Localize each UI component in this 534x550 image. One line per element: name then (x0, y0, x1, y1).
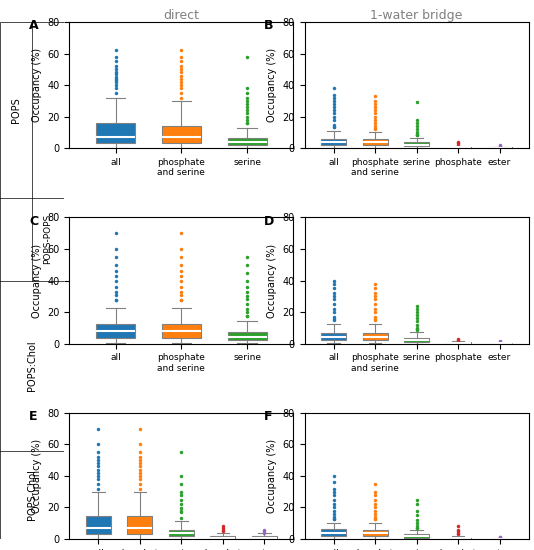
PathPatch shape (321, 139, 346, 145)
PathPatch shape (446, 147, 470, 148)
Text: POPS-Chol: POPS-Chol (27, 470, 37, 520)
Text: C: C (29, 215, 38, 228)
Text: POPS:Chol: POPS:Chol (27, 340, 37, 391)
PathPatch shape (162, 126, 201, 142)
PathPatch shape (363, 333, 388, 340)
Text: B: B (264, 19, 274, 32)
PathPatch shape (404, 142, 429, 146)
PathPatch shape (363, 139, 388, 145)
PathPatch shape (86, 516, 111, 534)
Title: direct: direct (163, 9, 199, 22)
Text: D: D (264, 215, 274, 228)
Text: POPS: POPS (11, 97, 21, 123)
Text: E: E (29, 410, 37, 424)
PathPatch shape (96, 123, 135, 142)
Text: F: F (264, 410, 273, 424)
PathPatch shape (227, 332, 267, 340)
PathPatch shape (404, 338, 429, 342)
Y-axis label: Occupancy (%): Occupancy (%) (32, 244, 42, 317)
PathPatch shape (363, 530, 388, 536)
PathPatch shape (169, 530, 194, 536)
Y-axis label: Occupancy (%): Occupancy (%) (32, 439, 42, 513)
PathPatch shape (162, 323, 201, 338)
Y-axis label: Occupancy (%): Occupancy (%) (267, 244, 277, 317)
PathPatch shape (227, 139, 267, 145)
PathPatch shape (210, 536, 235, 538)
PathPatch shape (446, 537, 470, 539)
Text: POPS-POPS: POPS-POPS (44, 214, 52, 264)
Y-axis label: Occupancy (%): Occupancy (%) (32, 48, 42, 122)
Text: A: A (29, 19, 39, 32)
PathPatch shape (321, 530, 346, 536)
PathPatch shape (96, 323, 135, 338)
Title: 1-water bridge: 1-water bridge (371, 9, 463, 22)
PathPatch shape (252, 536, 277, 538)
Y-axis label: Occupancy (%): Occupancy (%) (267, 48, 277, 122)
PathPatch shape (404, 535, 429, 537)
PathPatch shape (321, 333, 346, 340)
PathPatch shape (128, 516, 152, 534)
Y-axis label: Occupancy (%): Occupancy (%) (267, 439, 277, 513)
